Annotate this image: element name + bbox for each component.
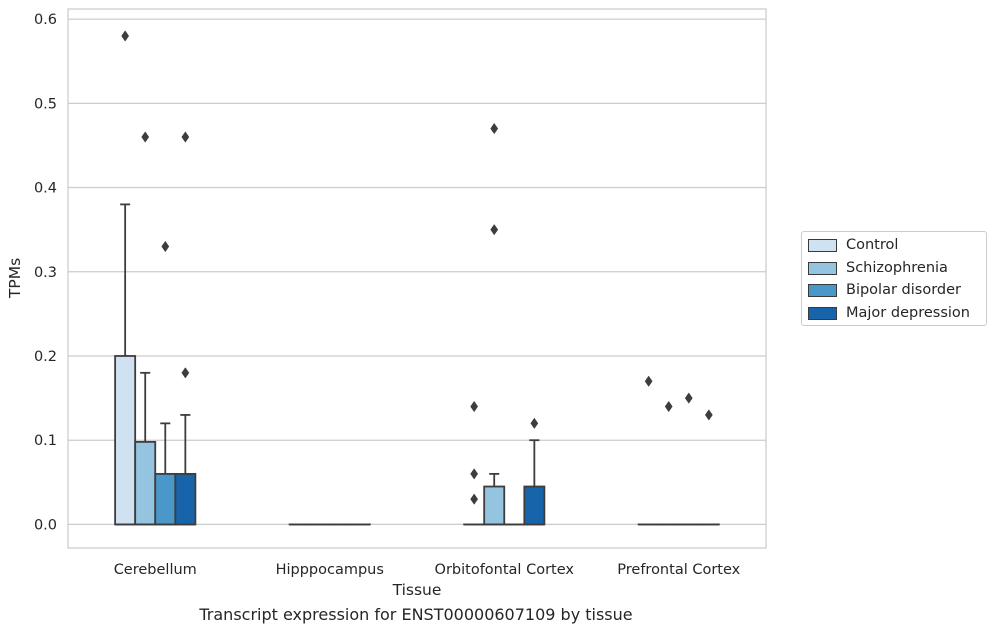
outlier-point bbox=[161, 240, 170, 253]
legend-item-major-depression: Major depression bbox=[808, 304, 970, 322]
box-group-major-depression-prefrontal-cortex bbox=[697, 409, 720, 526]
legend-swatch-schizophrenia bbox=[808, 261, 837, 275]
legend-item-control: Control bbox=[808, 236, 898, 254]
legend-label-bipolar-disorder: Bipolar disorder bbox=[846, 282, 961, 298]
box-group-schizophrenia-orbitofontal-cortex bbox=[483, 122, 506, 526]
outlier-point bbox=[490, 224, 499, 236]
legend-item-bipolar-disorder: Bipolar disorder bbox=[808, 281, 961, 299]
outlier-point bbox=[470, 493, 479, 505]
box bbox=[523, 485, 546, 526]
chart-caption: Transcript expression for ENST0000060710… bbox=[199, 605, 633, 624]
x-tick-label: Orbitofontal Cortex bbox=[435, 562, 575, 578]
x-tick-label: Cerebellum bbox=[114, 562, 197, 578]
box-group-control-prefrontal-cortex bbox=[637, 375, 660, 526]
legend-label-schizophrenia: Schizophrenia bbox=[846, 260, 948, 276]
box bbox=[483, 485, 506, 526]
y-tick-label: 0.1 bbox=[34, 433, 57, 449]
outlier-point bbox=[530, 417, 539, 429]
y-tick-labels: 0.0 0.1 0.2 0.3 0.4 0.5 0.6 bbox=[34, 12, 57, 533]
box bbox=[154, 472, 177, 526]
y-tick-label: 0.3 bbox=[34, 265, 57, 281]
outlier-point bbox=[644, 375, 653, 387]
legend-swatch-major-depression bbox=[808, 306, 837, 320]
box-group-control-orbitofontal-cortex bbox=[463, 400, 486, 526]
outlier-point bbox=[141, 131, 150, 143]
legend-item-schizophrenia: Schizophrenia bbox=[808, 259, 948, 277]
box-group-control-cerebellum bbox=[114, 30, 137, 526]
legend-label-control: Control bbox=[846, 237, 899, 253]
gridlines bbox=[68, 18, 766, 526]
outlier-point bbox=[684, 392, 693, 404]
box bbox=[134, 440, 157, 526]
box-group-major-depression-cerebellum bbox=[174, 131, 197, 526]
outlier-point bbox=[490, 122, 499, 135]
y-tick-label: 0.4 bbox=[34, 181, 57, 197]
plot-frame bbox=[67, 8, 767, 549]
box bbox=[174, 472, 197, 526]
plot-marks bbox=[114, 30, 720, 526]
outlier-point bbox=[181, 131, 190, 143]
box-group-major-depression-orbitofontal-cortex bbox=[523, 417, 546, 526]
outlier-point bbox=[664, 400, 673, 413]
y-tick-label: 0.5 bbox=[34, 96, 57, 112]
legend-label-major-depression: Major depression bbox=[846, 305, 970, 321]
y-tick-label: 0.0 bbox=[34, 517, 57, 533]
outlier-point bbox=[181, 367, 190, 379]
legend-swatch-control bbox=[808, 238, 837, 252]
x-axis-label: Tissue bbox=[392, 581, 442, 599]
legend: Control Schizophrenia Bipolar disorder M… bbox=[801, 231, 987, 326]
box bbox=[114, 355, 137, 526]
outlier-point bbox=[704, 409, 713, 421]
y-tick-label: 0.2 bbox=[34, 349, 57, 365]
y-axis-label: TPMs bbox=[6, 258, 24, 299]
legend-swatch-bipolar-disorder bbox=[808, 283, 837, 297]
box-group-bipolar-disorder-prefrontal-cortex bbox=[677, 392, 700, 526]
box-group-schizophrenia-prefrontal-cortex bbox=[657, 400, 680, 526]
x-tick-label: Hipppocampus bbox=[276, 562, 384, 578]
outlier-point bbox=[470, 468, 479, 480]
y-tick-label: 0.6 bbox=[34, 12, 57, 28]
x-tick-label: Prefrontal Cortex bbox=[617, 562, 740, 578]
outlier-point bbox=[121, 30, 130, 42]
box-group-bipolar-disorder-cerebellum bbox=[154, 240, 177, 526]
outlier-point bbox=[470, 400, 479, 413]
x-tick-labels: Cerebellum Hipppocampus Orbitofontal Corte… bbox=[114, 562, 741, 578]
box-group-schizophrenia-cerebellum bbox=[134, 131, 157, 526]
